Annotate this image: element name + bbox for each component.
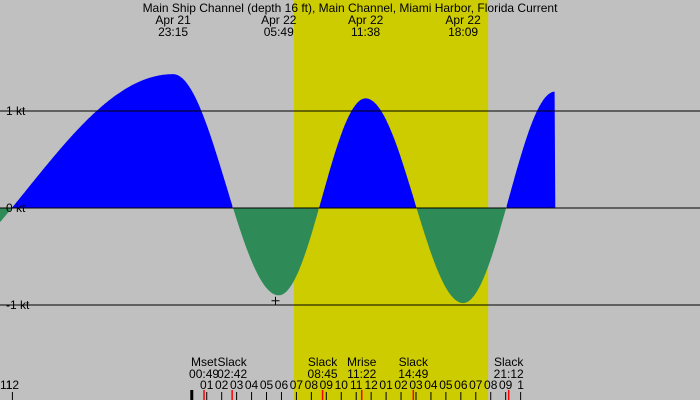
hour-tick-label: 05 [260, 378, 274, 392]
hour-tick-label: 04 [424, 378, 438, 392]
hour-tick-label: 12 [364, 378, 378, 392]
hour-tick-label: 12 [6, 378, 20, 392]
hour-tick-label: 01 [379, 378, 393, 392]
event-name-label: Slack [308, 355, 338, 369]
extreme-date-label: Apr 22 [261, 13, 297, 27]
hour-tick-label: 09 [499, 378, 513, 392]
y-tick-label: -1 kt [6, 298, 30, 312]
hour-tick-label: 1 [517, 378, 524, 392]
extreme-date-label: Apr 21 [155, 13, 191, 27]
y-tick-label: 1 kt [6, 104, 26, 118]
hour-tick-label: 08 [305, 378, 319, 392]
event-time-label: 00:49 [189, 367, 219, 381]
hour-tick-label: 09 [320, 378, 334, 392]
extreme-time-label: 05:49 [264, 25, 294, 39]
hour-tick-label: 08 [484, 378, 498, 392]
hour-tick-label: 07 [469, 378, 483, 392]
event-name-label: Mrise [347, 355, 377, 369]
hour-tick-label: 02 [215, 378, 229, 392]
hour-tick-label: 07 [290, 378, 304, 392]
event-name-label: Mset [191, 355, 218, 369]
chart-title: Main Ship Channel (depth 16 ft), Main Ch… [143, 1, 559, 15]
event-time-label: 21:12 [494, 367, 524, 381]
event-time-label: 14:49 [398, 367, 428, 381]
event-time-label: 08:45 [308, 367, 338, 381]
extreme-date-label: Apr 22 [445, 13, 481, 27]
flood-area [12, 74, 700, 208]
hour-tick-label: 03 [409, 378, 423, 392]
hour-tick-label: 01 [200, 378, 214, 392]
current-curve [0, 74, 700, 304]
hour-tick-label: 02 [394, 378, 408, 392]
extreme-time-label: 23:15 [158, 25, 188, 39]
extreme-date-label: Apr 22 [348, 13, 384, 27]
hour-tick-label: 11 [350, 378, 363, 392]
hour-tick-label: 03 [230, 378, 244, 392]
ebb-area [0, 208, 506, 304]
hour-tick-label: 04 [245, 378, 259, 392]
hour-tick-label: 10 [335, 378, 349, 392]
event-name-label: Slack [399, 355, 429, 369]
hour-tick-label: 05 [439, 378, 453, 392]
hour-tick-label: 06 [275, 378, 289, 392]
event-name-label: Slack [494, 355, 524, 369]
extreme-time-label: 11:38 [351, 25, 380, 39]
gridlines [0, 110, 700, 400]
hour-tick-label: 11 [0, 378, 13, 392]
event-time-label: 11:22 [347, 367, 376, 381]
y-tick-label: 0 kt [6, 201, 26, 215]
event-time-label: 02:42 [217, 367, 247, 381]
event-name-label: Slack [217, 355, 247, 369]
extreme-time-label: 18:09 [448, 25, 478, 39]
hour-tick-label: 06 [454, 378, 468, 392]
